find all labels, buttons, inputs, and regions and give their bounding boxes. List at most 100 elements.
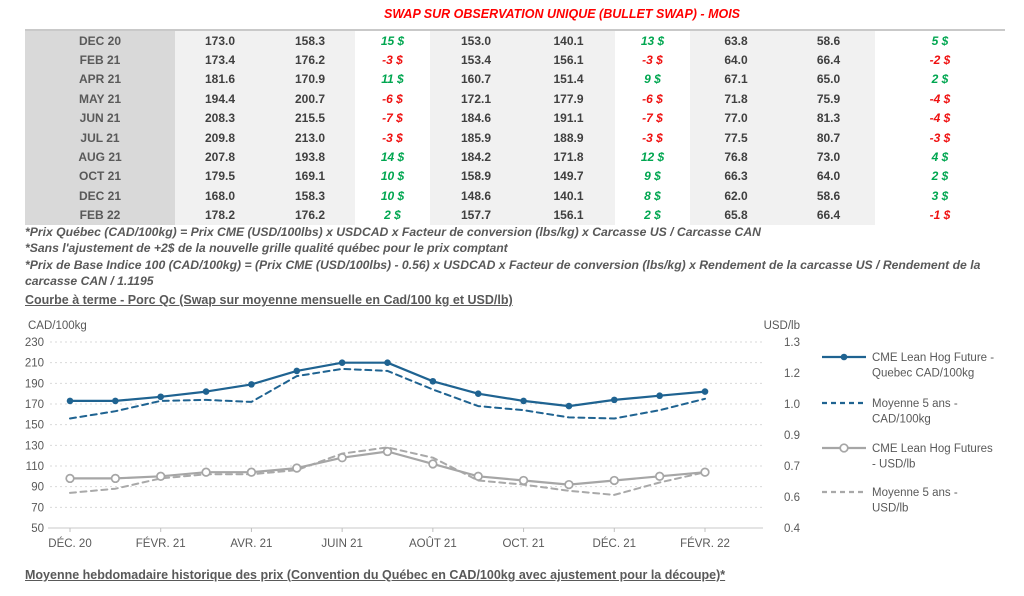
forward-curve-chart: 230 210 190 170 150 130 110 90 70 50 DÉC. 20 FÉVR. … bbox=[0, 315, 1024, 565]
y-left-tick-label: 190 bbox=[25, 378, 44, 390]
data-point-marker bbox=[112, 397, 119, 405]
y-right-tick-label: 1.0 bbox=[784, 399, 800, 411]
x-tick-label: DÉC. 21 bbox=[593, 537, 636, 550]
price-cell: 194.4 bbox=[175, 89, 265, 109]
price-cell: 64.0 bbox=[782, 166, 875, 187]
legend-label: Moyenne 5 ans - bbox=[872, 487, 958, 499]
data-point-marker bbox=[609, 475, 619, 486]
y-right-tick-label: 0.4 bbox=[784, 523, 801, 535]
legend-entry: CME Lean Hog Futures - USD/lb bbox=[822, 443, 993, 471]
diff-cell: 2 $ bbox=[875, 166, 1005, 187]
data-point-marker bbox=[157, 393, 165, 401]
price-cell: 75.9 bbox=[782, 89, 875, 109]
diff-cell: 14 $ bbox=[355, 147, 430, 167]
price-cell: 81.3 bbox=[782, 108, 875, 128]
series-line bbox=[69, 367, 706, 420]
legend-label: CAD/100kg bbox=[872, 414, 931, 426]
data-point-marker bbox=[428, 459, 438, 469]
x-tick-label: FÉVR. 21 bbox=[136, 537, 186, 550]
price-cell: 168.0 bbox=[175, 186, 265, 206]
table-row: DEC 21 168.0 158.3 10 $148.6 140.1 8 $62.0 58.… bbox=[25, 186, 1005, 206]
row-month: MAY 21 bbox=[25, 89, 175, 109]
price-cell: 63.8 bbox=[690, 30, 782, 51]
price-cell: 170.9 bbox=[265, 69, 355, 90]
data-point-marker bbox=[474, 390, 482, 397]
price-cell: 185.9 bbox=[430, 127, 522, 148]
table-row: AUG 21 207.8 193.8 14 $184.2 171.8 12 $76.8 73… bbox=[25, 147, 1005, 167]
price-cell: 140.1 bbox=[522, 30, 615, 51]
price-cell: 158.3 bbox=[265, 30, 355, 51]
table-row: JUN 21 208.3 215.5 -7 $184.6 191.1 -7 $77.0 81… bbox=[25, 108, 1005, 128]
diff-cell: -3 $ bbox=[355, 127, 430, 148]
price-cell: 176.2 bbox=[265, 50, 355, 70]
diff-cell: 9 $ bbox=[615, 69, 690, 90]
price-cell: 73.0 bbox=[782, 147, 875, 167]
data-point-marker bbox=[565, 402, 573, 410]
price-cell: 169.1 bbox=[265, 166, 355, 187]
price-cell: 173.0 bbox=[175, 30, 265, 51]
price-cell: 176.2 bbox=[265, 205, 355, 225]
diff-cell: 11 $ bbox=[355, 69, 430, 90]
legend-label: CME Lean Hog Future - bbox=[872, 352, 994, 364]
y-left-tick-label: 210 bbox=[25, 358, 44, 370]
left-axis-unit-label: CAD/100kg bbox=[28, 320, 87, 332]
price-cell: 76.8 bbox=[690, 147, 782, 167]
diff-cell: 5 $ bbox=[875, 30, 1005, 51]
price-cell: 158.3 bbox=[265, 186, 355, 206]
legend-label: USD/lb bbox=[872, 503, 908, 515]
diff-cell: -3 $ bbox=[615, 50, 690, 70]
price-cell: 64.0 bbox=[690, 50, 782, 70]
data-point-marker bbox=[520, 397, 527, 405]
price-cell: 207.8 bbox=[175, 147, 265, 167]
price-cell: 171.8 bbox=[522, 147, 615, 167]
data-point-marker bbox=[248, 381, 255, 388]
price-cell: 208.3 bbox=[175, 108, 265, 128]
weekly-average-heading: Moyenne hebdomadaire historique des prix… bbox=[25, 568, 726, 582]
data-point-marker bbox=[701, 388, 709, 395]
diff-cell: -1 $ bbox=[875, 205, 1005, 225]
y-left-tick-label: 110 bbox=[26, 461, 44, 473]
gridlines bbox=[50, 341, 763, 508]
diff-cell: 2 $ bbox=[355, 205, 430, 225]
price-cell: 156.1 bbox=[522, 205, 615, 225]
forward-curve-heading: Courbe à terme - Porc Qc (Swap sur moyen… bbox=[25, 293, 513, 307]
row-month: FEB 21 bbox=[25, 50, 175, 70]
price-cell: 158.9 bbox=[430, 166, 522, 187]
price-cell: 184.6 bbox=[430, 108, 522, 128]
price-cell: 148.6 bbox=[430, 186, 522, 206]
y-right-tick-label: 1.3 bbox=[784, 337, 800, 349]
price-cell: 77.5 bbox=[690, 127, 782, 148]
price-cell: 184.2 bbox=[430, 147, 522, 167]
y-left-tick-label: 50 bbox=[31, 523, 44, 535]
row-month: AUG 21 bbox=[25, 147, 175, 167]
legend-label: Quebec CAD/100kg bbox=[872, 368, 974, 380]
table-row: FEB 21 173.4 176.2 -3 $153.4 156.1 -3 $64.0 66… bbox=[25, 50, 1005, 70]
x-tick-label: OCT. 21 bbox=[502, 538, 544, 550]
right-axis-unit-label: USD/lb bbox=[764, 320, 800, 332]
data-point-marker bbox=[518, 475, 529, 486]
y-axis-right: 1.3 1.2 1.0 0.9 0.7 0.6 0.4 bbox=[784, 337, 801, 535]
data-point-marker bbox=[654, 471, 665, 481]
price-cell: 58.6 bbox=[782, 186, 875, 206]
footnote-2: *Sans l'ajustement de +2$ de la nouvelle… bbox=[25, 241, 508, 256]
price-cell: 77.0 bbox=[690, 108, 782, 128]
y-left-tick-label: 170 bbox=[25, 399, 44, 411]
price-cell: 178.2 bbox=[175, 205, 265, 225]
row-month: APR 21 bbox=[25, 69, 175, 90]
diff-cell: 12 $ bbox=[615, 147, 690, 167]
diff-cell: -3 $ bbox=[615, 127, 690, 148]
series-moyenne-5-ans-usd-lb bbox=[69, 446, 706, 496]
price-cell: 140.1 bbox=[522, 186, 615, 206]
diff-cell: -6 $ bbox=[615, 89, 690, 109]
data-point-marker bbox=[110, 473, 121, 484]
y-left-tick-label: 230 bbox=[25, 337, 44, 349]
y-left-tick-label: 130 bbox=[25, 440, 44, 452]
data-point-marker bbox=[384, 359, 391, 366]
x-tick-label: AVR. 21 bbox=[230, 538, 272, 550]
y-left-tick-label: 70 bbox=[31, 502, 44, 514]
diff-cell: -3 $ bbox=[875, 127, 1005, 148]
row-month: FEB 22 bbox=[25, 205, 175, 225]
series-cme-lean-hog-future-quebec-cad-100kg bbox=[66, 359, 709, 410]
y-right-tick-label: 1.2 bbox=[784, 368, 800, 380]
price-cell: 193.8 bbox=[265, 147, 355, 167]
